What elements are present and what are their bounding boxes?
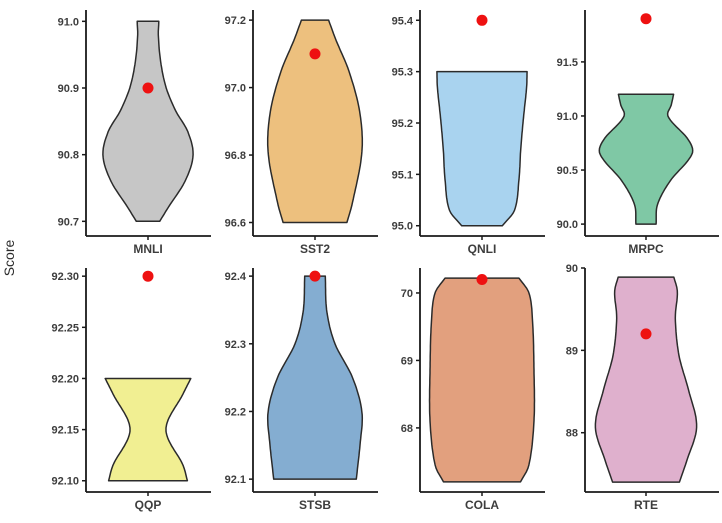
score-dot-STSB [309, 270, 321, 282]
score-dot-QQP [142, 270, 154, 282]
y-tick-label-SST2: 96.6 [225, 218, 246, 230]
x-category-label-SST2: SST2 [300, 242, 330, 256]
panel-QNLI: 95.4 95.3 95.2 95.1 95.0 QNLI [392, 10, 545, 256]
violin-COLA [428, 277, 536, 483]
y-tick-label-MNLI: 91.0 [58, 16, 79, 28]
panel-SST2: 97.2 97.0 96.8 96.6 SST2 [225, 10, 378, 256]
panel-QQP: 92.30 92.25 92.20 92.15 92.10 QQP [51, 268, 211, 512]
y-tick-label-STSB: 92.2 [225, 406, 246, 418]
panel-MRPC: 91.5 91.0 90.5 90.0 MRPC [557, 10, 719, 256]
violin-SST2 [266, 19, 364, 224]
y-tick-label-SST2: 96.8 [225, 150, 246, 162]
y-tick-label-COLA: 69 [401, 355, 413, 367]
x-category-label-QQP: QQP [135, 498, 162, 512]
y-tick-label-SST2: 97.2 [225, 15, 246, 27]
violin-STSB [266, 275, 364, 480]
y-tick-label-MRPC: 91.5 [557, 57, 578, 69]
y-tick-label-QNLI: 95.3 [392, 67, 413, 79]
score-dot-MNLI [142, 82, 154, 94]
x-category-label-STSB: STSB [299, 498, 331, 512]
y-tick-label-SST2: 97.0 [225, 83, 246, 95]
score-dot-MRPC [640, 13, 652, 25]
y-tick-label-COLA: 68 [401, 423, 413, 435]
violin-MRPC [598, 93, 694, 225]
x-category-label-RTE: RTE [634, 498, 658, 512]
y-tick-label-QQP: 92.15 [51, 425, 79, 437]
y-tick-label-QNLI: 95.1 [392, 169, 413, 181]
score-dot-SST2 [309, 48, 321, 60]
y-tick-label-QQP: 92.10 [51, 476, 79, 488]
y-tick-label-QQP: 92.25 [51, 322, 79, 334]
y-tick-label-QNLI: 95.2 [392, 118, 413, 130]
violin-QNLI [436, 70, 528, 227]
panel-MNLI: 91.0 90.9 90.8 90.7 MNLI [58, 10, 211, 256]
y-tick-label-MRPC: 91.0 [557, 111, 578, 123]
panel-COLA: 70 69 68 COLA [401, 268, 545, 512]
y-tick-label-MRPC: 90.0 [557, 219, 578, 231]
violin-RTE [594, 276, 698, 483]
violin-QQP [104, 377, 192, 482]
y-tick-label-COLA: 70 [401, 288, 413, 300]
y-tick-label-RTE: 89 [566, 345, 578, 357]
score-dot-QNLI [476, 14, 488, 26]
panel-STSB: 92.4 92.3 92.2 92.1 STSB [225, 268, 378, 512]
y-tick-label-QQP: 92.30 [51, 271, 79, 283]
y-tick-label-RTE: 88 [566, 428, 578, 440]
panel-RTE: 90 89 88 RTE [566, 263, 719, 512]
x-category-label-MRPC: MRPC [628, 242, 664, 256]
y-tick-label-STSB: 92.4 [225, 271, 247, 283]
y-tick-label-STSB: 92.3 [225, 339, 246, 351]
x-category-label-COLA: COLA [465, 498, 499, 512]
score-dot-COLA [476, 274, 488, 285]
y-tick-label-RTE: 90 [566, 263, 578, 275]
x-category-label-QNLI: QNLI [468, 242, 497, 256]
y-tick-label-QNLI: 95.0 [392, 221, 413, 233]
y-tick-label-QNLI: 95.4 [392, 15, 414, 27]
y-axis-title: Score [1, 240, 17, 277]
y-tick-label-MNLI: 90.8 [58, 150, 79, 162]
y-tick-label-MNLI: 90.7 [58, 216, 79, 228]
y-tick-label-STSB: 92.1 [225, 474, 246, 486]
score-dot-RTE [640, 328, 652, 340]
x-category-label-MNLI: MNLI [133, 242, 162, 256]
y-tick-label-MRPC: 90.5 [557, 165, 578, 177]
y-tick-label-MNLI: 90.9 [58, 83, 79, 95]
y-tick-label-QQP: 92.20 [51, 373, 79, 385]
violin-MNLI [102, 20, 194, 223]
